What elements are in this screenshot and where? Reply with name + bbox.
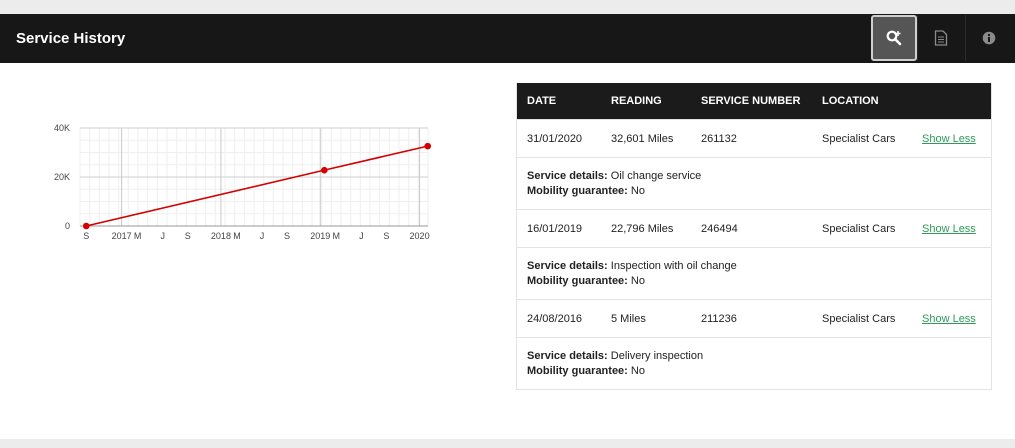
service-reading: 5 Miles bbox=[601, 299, 691, 338]
col-header-location: LOCATION bbox=[812, 83, 912, 120]
service-details-label: Service details: bbox=[527, 349, 608, 362]
service-details-value: Oil change service bbox=[610, 169, 702, 182]
info-button[interactable] bbox=[965, 15, 1011, 61]
y-tick-label: 0 bbox=[65, 221, 70, 231]
search-plus-icon bbox=[886, 30, 902, 46]
col-header-date: DATE bbox=[516, 83, 601, 120]
service-details-label: Service details: bbox=[527, 169, 608, 182]
mobility-guarantee-label: Mobility guarantee: bbox=[527, 274, 628, 287]
service-location: Specialist Cars bbox=[812, 209, 912, 248]
service-number: 246494 bbox=[691, 209, 812, 248]
y-tick-label: 40K bbox=[54, 123, 70, 133]
col-header-reading: READING bbox=[601, 83, 691, 120]
x-tick-label: 2017 bbox=[112, 231, 132, 239]
service-location: Specialist Cars bbox=[812, 299, 912, 338]
panel-header: Service History bbox=[0, 14, 1015, 63]
x-tick-label: S bbox=[383, 231, 389, 239]
service-history-panel: Service History 0 20K 40 bbox=[0, 14, 1015, 439]
mobility-guarantee-label: Mobility guarantee: bbox=[527, 184, 628, 197]
x-tick-label: S bbox=[185, 231, 191, 239]
service-details-value: Delivery inspection bbox=[610, 349, 704, 362]
x-tick-label: 2018 bbox=[211, 231, 231, 239]
service-table: DATE READING SERVICE NUMBER LOCATION 31/… bbox=[516, 83, 992, 390]
table-row: 31/01/2020 32,601 Miles 261132 Specialis… bbox=[516, 119, 992, 158]
table-row: 24/08/2016 5 Miles 211236 Specialist Car… bbox=[516, 299, 992, 338]
x-tick-label: M bbox=[233, 231, 241, 239]
x-tick-label: S bbox=[284, 231, 290, 239]
service-date: 31/01/2020 bbox=[516, 119, 601, 158]
service-detail-row: Service details: Inspection with oil cha… bbox=[516, 247, 992, 300]
x-tick-label: J bbox=[359, 231, 364, 239]
service-location: Specialist Cars bbox=[812, 119, 912, 158]
mobility-guarantee-value: No bbox=[630, 274, 645, 287]
data-point bbox=[82, 222, 90, 230]
document-icon bbox=[934, 30, 947, 46]
y-tick-label: 20K bbox=[54, 172, 70, 182]
service-number: 261132 bbox=[691, 119, 812, 158]
mobility-guarantee-value: No bbox=[630, 364, 645, 377]
x-tick-label: M bbox=[134, 231, 142, 239]
service-reading: 32,601 Miles bbox=[601, 119, 691, 158]
data-point bbox=[321, 166, 328, 174]
show-less-link[interactable]: Show Less bbox=[922, 132, 976, 145]
service-reading: 22,796 Miles bbox=[601, 209, 691, 248]
service-date: 16/01/2019 bbox=[516, 209, 601, 248]
col-header-action bbox=[912, 83, 992, 120]
show-less-link[interactable]: Show Less bbox=[922, 222, 976, 235]
x-tick-label: M bbox=[333, 231, 341, 239]
x-tick-label: J bbox=[160, 231, 165, 239]
table-row: 16/01/2019 22,796 Miles 246494 Specialis… bbox=[516, 209, 992, 248]
document-button[interactable] bbox=[917, 15, 963, 61]
service-detail-row: Service details: Oil change service Mobi… bbox=[516, 157, 992, 210]
x-tick-label: 2020 bbox=[410, 231, 430, 239]
info-icon bbox=[982, 31, 995, 45]
service-details-value: Inspection with oil change bbox=[610, 259, 737, 272]
x-tick-label: S bbox=[83, 231, 89, 239]
mobility-guarantee-label: Mobility guarantee: bbox=[527, 364, 628, 377]
search-zoom-button[interactable] bbox=[871, 15, 917, 61]
service-date: 24/08/2016 bbox=[516, 299, 601, 338]
panel-title: Service History bbox=[16, 30, 126, 47]
show-less-link[interactable]: Show Less bbox=[922, 312, 976, 325]
service-details-label: Service details: bbox=[527, 259, 608, 272]
x-tick-label: 2019 bbox=[310, 231, 330, 239]
service-number: 211236 bbox=[691, 299, 812, 338]
mobility-guarantee-value: No bbox=[630, 184, 645, 197]
service-detail-row: Service details: Delivery inspection Mob… bbox=[516, 337, 992, 390]
x-tick-label: J bbox=[260, 231, 265, 239]
col-header-service-number: SERVICE NUMBER bbox=[691, 83, 812, 120]
data-point bbox=[424, 142, 432, 150]
